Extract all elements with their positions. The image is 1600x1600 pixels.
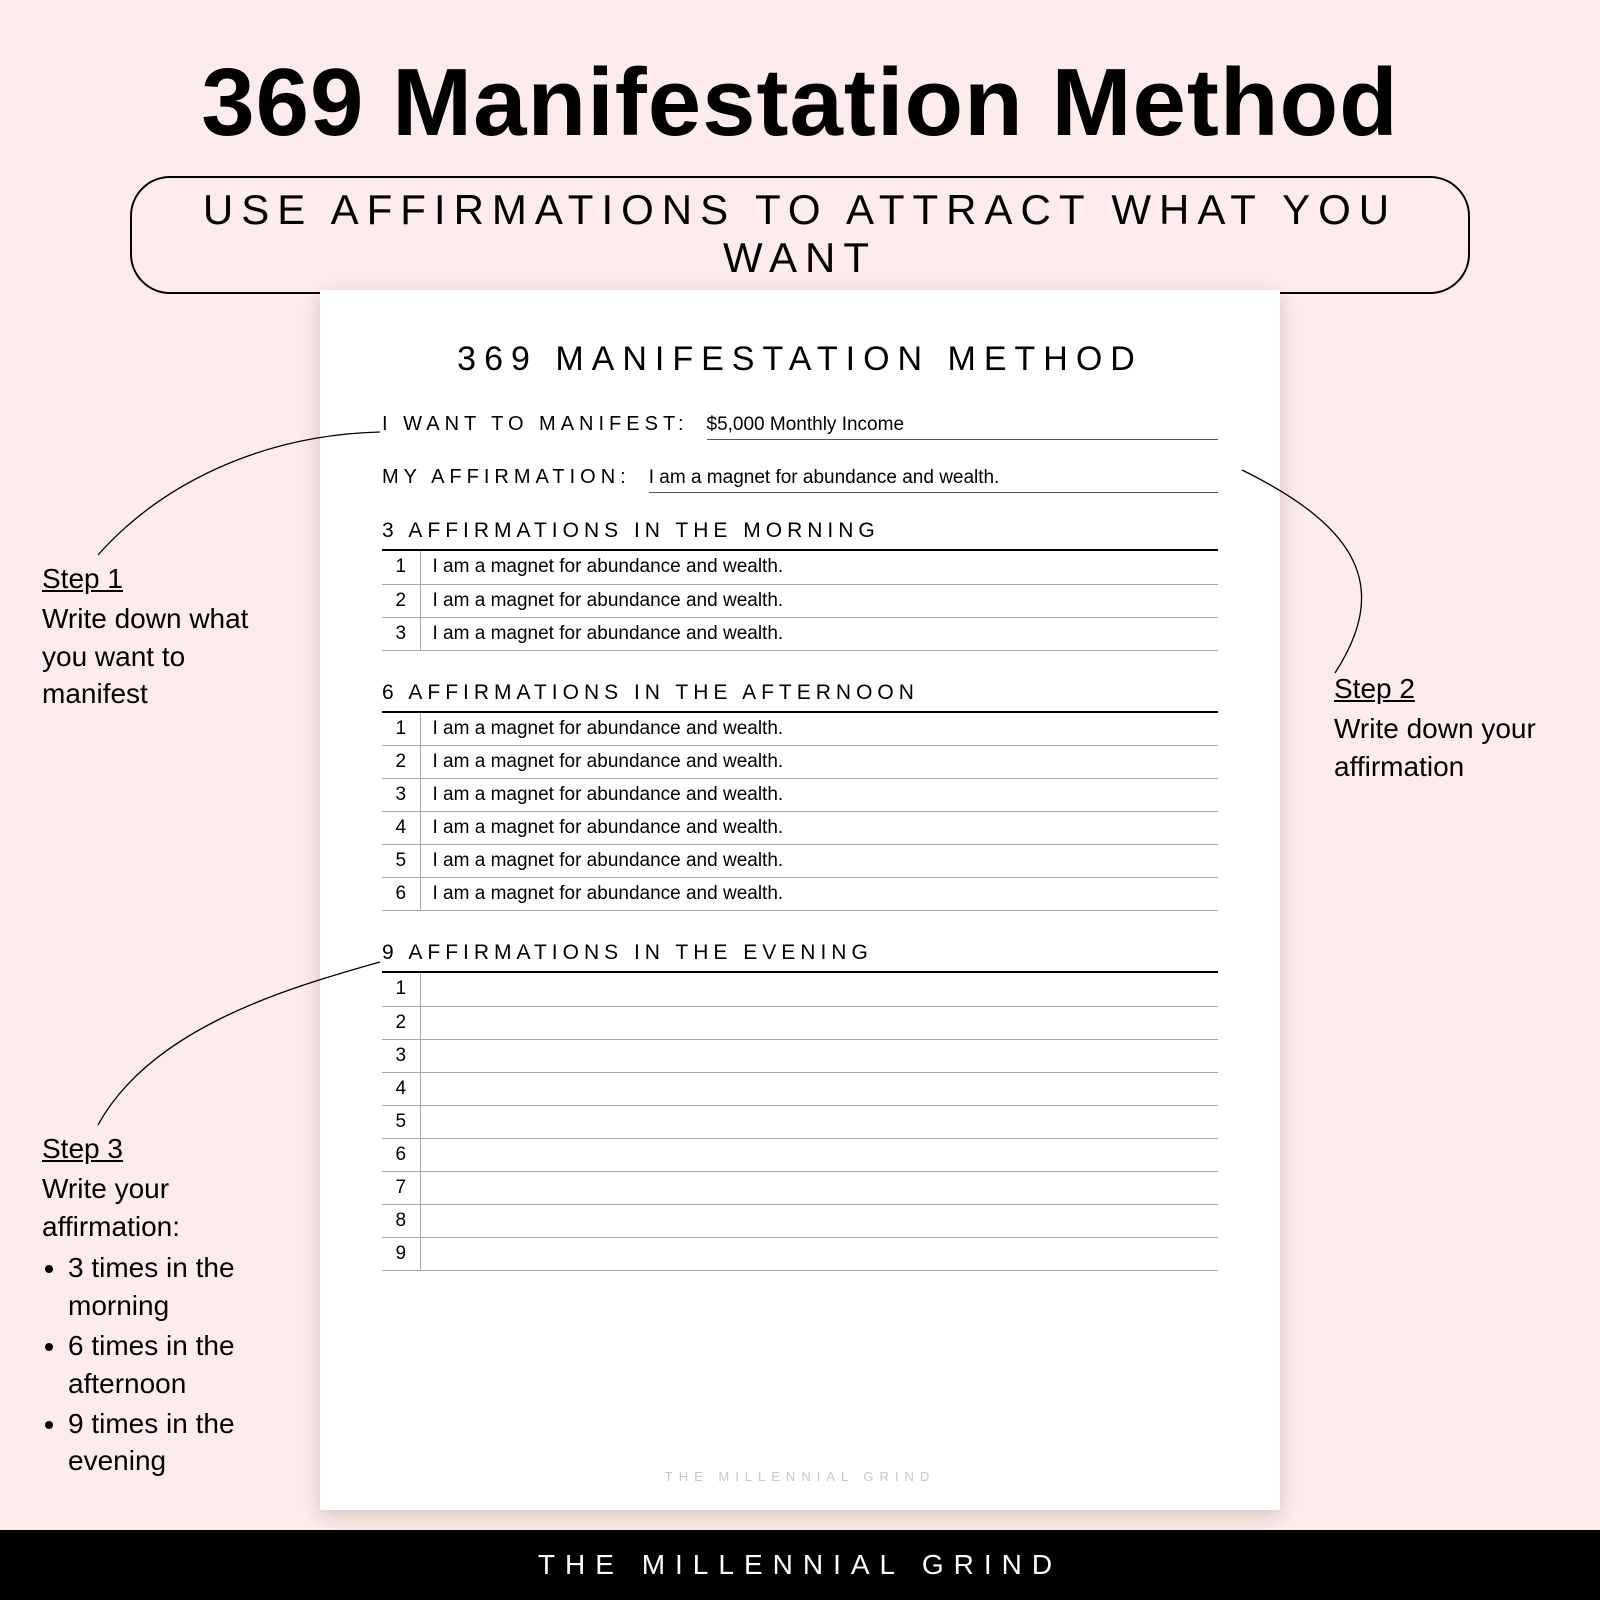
affirmation-label: MY AFFIRMATION: — [382, 466, 649, 489]
row-text — [420, 1105, 1218, 1138]
row-text: I am a magnet for abundance and wealth. — [420, 746, 1218, 779]
row-number: 8 — [382, 1204, 420, 1237]
step3-bullet: 3 times in the morning — [68, 1249, 310, 1325]
step3-bullet: 9 times in the evening — [68, 1405, 310, 1481]
row-number: 1 — [382, 551, 420, 584]
row-text — [420, 1171, 1218, 1204]
table-row: 3I am a magnet for abundance and wealth. — [382, 617, 1218, 650]
section-heading: 6 AFFIRMATIONS IN THE AFTERNOON — [382, 681, 1218, 713]
table-row: 1I am a magnet for abundance and wealth. — [382, 551, 1218, 584]
row-text: I am a magnet for abundance and wealth. — [420, 713, 1218, 746]
row-number: 3 — [382, 1039, 420, 1072]
table-row: 4I am a magnet for abundance and wealth. — [382, 812, 1218, 845]
row-number: 6 — [382, 1138, 420, 1171]
step2-body: Write down your affirmation — [1334, 713, 1536, 782]
table-row: 5I am a magnet for abundance and wealth. — [382, 845, 1218, 878]
callout-step-2: Step 2 Write down your affirmation — [1334, 670, 1574, 785]
table-row: 6 — [382, 1138, 1218, 1171]
affirmation-value: I am a magnet for abundance and wealth. — [649, 467, 1218, 493]
step3-bullet: 6 times in the afternoon — [68, 1327, 310, 1403]
table-row: 2I am a magnet for abundance and wealth. — [382, 584, 1218, 617]
subtitle-text: USE AFFIRMATIONS TO ATTRACT WHAT YOU WAN… — [132, 186, 1468, 282]
callout-step-3: Step 3 Write your affirmation: 3 times i… — [42, 1130, 310, 1482]
affirmation-field: MY AFFIRMATION: I am a magnet for abunda… — [382, 466, 1218, 493]
table-row: 1 — [382, 973, 1218, 1006]
section-heading: 3 AFFIRMATIONS IN THE MORNING — [382, 519, 1218, 551]
row-number: 2 — [382, 584, 420, 617]
row-number: 6 — [382, 878, 420, 911]
row-number: 4 — [382, 812, 420, 845]
worksheet-watermark: THE MILLENNIAL GRIND — [320, 1469, 1280, 1484]
manifest-value: $5,000 Monthly Income — [707, 414, 1218, 440]
section-heading: 9 AFFIRMATIONS IN THE EVENING — [382, 941, 1218, 973]
table-row: 2 — [382, 1006, 1218, 1039]
row-number: 5 — [382, 1105, 420, 1138]
worksheet-page: 369 MANIFESTATION METHOD I WANT TO MANIF… — [320, 290, 1280, 1510]
manifest-field: I WANT TO MANIFEST: $5,000 Monthly Incom… — [382, 413, 1218, 440]
row-number: 4 — [382, 1072, 420, 1105]
table-row: 7 — [382, 1171, 1218, 1204]
step3-bullets: 3 times in the morning 6 times in the af… — [42, 1249, 310, 1480]
footer-bar: THE MILLENNIAL GRIND — [0, 1530, 1600, 1600]
row-number: 2 — [382, 746, 420, 779]
subtitle-pill: USE AFFIRMATIONS TO ATTRACT WHAT YOU WAN… — [130, 176, 1470, 294]
row-text — [420, 1138, 1218, 1171]
row-number: 1 — [382, 973, 420, 1006]
table-row: 1I am a magnet for abundance and wealth. — [382, 713, 1218, 746]
table-row: 8 — [382, 1204, 1218, 1237]
row-number: 7 — [382, 1171, 420, 1204]
table-row: 2I am a magnet for abundance and wealth. — [382, 746, 1218, 779]
callout-step-1: Step 1 Write down what you want to manif… — [42, 560, 272, 713]
manifest-label: I WANT TO MANIFEST: — [382, 413, 707, 436]
row-text — [420, 1072, 1218, 1105]
row-text — [420, 1237, 1218, 1270]
row-text — [420, 1204, 1218, 1237]
row-text: I am a magnet for abundance and wealth. — [420, 779, 1218, 812]
table-row: 5 — [382, 1105, 1218, 1138]
step3-body: Write your affirmation: — [42, 1173, 180, 1242]
row-number: 3 — [382, 779, 420, 812]
row-text: I am a magnet for abundance and wealth. — [420, 617, 1218, 650]
row-text — [420, 1039, 1218, 1072]
step1-body: Write down what you want to manifest — [42, 603, 248, 710]
step2-title: Step 2 — [1334, 670, 1574, 708]
row-text — [420, 973, 1218, 1006]
row-text: I am a magnet for abundance and wealth. — [420, 584, 1218, 617]
row-number: 5 — [382, 845, 420, 878]
table-row: 4 — [382, 1072, 1218, 1105]
row-text: I am a magnet for abundance and wealth. — [420, 551, 1218, 584]
table-row: 3I am a magnet for abundance and wealth. — [382, 779, 1218, 812]
row-number: 3 — [382, 617, 420, 650]
affirmation-table: 123456789 — [382, 973, 1218, 1271]
worksheet-sections: 3 AFFIRMATIONS IN THE MORNING1I am a mag… — [382, 519, 1218, 1271]
row-number: 1 — [382, 713, 420, 746]
affirmation-table: 1I am a magnet for abundance and wealth.… — [382, 551, 1218, 651]
table-row: 3 — [382, 1039, 1218, 1072]
row-text: I am a magnet for abundance and wealth. — [420, 812, 1218, 845]
main-title: 369 Manifestation Method — [0, 0, 1600, 158]
row-number: 9 — [382, 1237, 420, 1270]
row-text: I am a magnet for abundance and wealth. — [420, 878, 1218, 911]
affirmation-table: 1I am a magnet for abundance and wealth.… — [382, 713, 1218, 912]
worksheet-title: 369 MANIFESTATION METHOD — [382, 340, 1218, 379]
table-row: 9 — [382, 1237, 1218, 1270]
row-text — [420, 1006, 1218, 1039]
row-text: I am a magnet for abundance and wealth. — [420, 845, 1218, 878]
step1-title: Step 1 — [42, 560, 272, 598]
step3-title: Step 3 — [42, 1130, 310, 1168]
table-row: 6I am a magnet for abundance and wealth. — [382, 878, 1218, 911]
row-number: 2 — [382, 1006, 420, 1039]
